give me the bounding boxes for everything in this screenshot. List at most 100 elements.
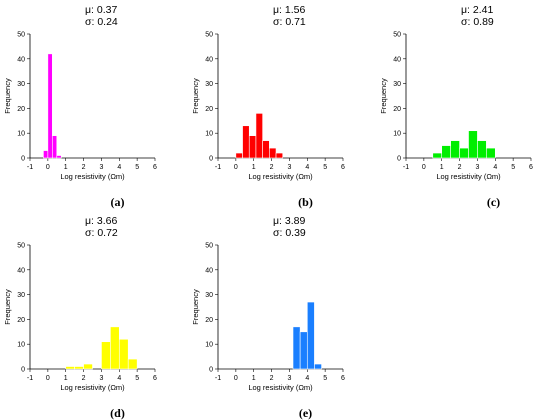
histogram-bar [83, 363, 93, 370]
histogram-bar [432, 152, 443, 159]
y-tick-label: 30 [393, 81, 401, 88]
y-tick-label: 40 [17, 267, 25, 274]
histogram-bar [118, 338, 129, 370]
x-tick-label: -1 [27, 164, 33, 171]
std-label: σ: 0.72 [85, 227, 118, 239]
x-tick-label: 0 [46, 164, 50, 171]
y-axis-label: Frequency [191, 289, 200, 325]
y-tick-label: 20 [205, 317, 213, 324]
x-tick-label: 4 [305, 164, 309, 171]
std-label: σ: 0.39 [273, 227, 306, 239]
y-tick-label: 0 [21, 156, 25, 163]
x-tick-label: 0 [422, 164, 426, 171]
y-axis-label: Frequency [3, 289, 12, 325]
x-tick-label: 3 [287, 164, 291, 171]
panel-label: (a) [111, 195, 125, 209]
mean-label: μ: 1.56 [273, 4, 305, 16]
y-tick-label: 30 [17, 292, 25, 299]
y-tick-label: 20 [17, 317, 25, 324]
histogram-bar [56, 155, 62, 159]
x-tick-label: 4 [117, 375, 121, 382]
x-tick-label: 5 [135, 164, 139, 171]
y-tick-label: 0 [21, 367, 25, 374]
y-tick-label: 30 [205, 292, 213, 299]
x-tick-label: 4 [493, 164, 497, 171]
histogram-bar [248, 135, 257, 159]
x-tick-label: 1 [252, 375, 256, 382]
x-tick-label: 3 [99, 375, 103, 382]
y-tick-label: 10 [17, 131, 25, 138]
x-tick-label: 1 [64, 164, 68, 171]
y-tick-label: 40 [205, 56, 213, 63]
y-tick-label: 10 [205, 342, 213, 349]
x-tick-label: 6 [341, 164, 345, 171]
x-tick-label: 2 [82, 164, 86, 171]
y-tick-label: 40 [205, 267, 213, 274]
std-label: σ: 0.24 [85, 16, 118, 28]
histogram-bar [486, 147, 496, 159]
y-axis-label: Frequency [191, 78, 200, 114]
x-tick-label: -1 [27, 375, 33, 382]
x-tick-label: 2 [270, 164, 274, 171]
x-tick-label: 2 [82, 375, 86, 382]
x-tick-label: 0 [234, 375, 238, 382]
x-tick-label: -1 [215, 375, 221, 382]
panel-label: (c) [487, 195, 500, 209]
y-tick-label: 10 [17, 342, 25, 349]
y-tick-label: 0 [209, 156, 213, 163]
x-tick-label: 0 [234, 164, 238, 171]
x-tick-label: 6 [153, 375, 157, 382]
y-tick-label: 50 [17, 32, 25, 39]
x-tick-label: 5 [323, 375, 327, 382]
y-tick-label: 30 [17, 81, 25, 88]
y-tick-label: 10 [393, 131, 401, 138]
histogram-bar [74, 366, 84, 370]
histogram-bar [262, 140, 270, 159]
x-tick-label: 5 [135, 375, 139, 382]
x-tick-label: 6 [341, 375, 345, 382]
y-tick-label: 50 [205, 243, 213, 250]
x-tick-label: 5 [323, 164, 327, 171]
x-tick-label: 2 [270, 375, 274, 382]
y-tick-label: 10 [205, 131, 213, 138]
y-tick-label: 50 [393, 32, 401, 39]
x-tick-label: 4 [305, 375, 309, 382]
histogram-bar [299, 331, 308, 370]
histogram-bar [306, 301, 315, 370]
histogram-bar [101, 341, 111, 370]
histogram-bar [292, 326, 301, 370]
x-tick-label: 1 [440, 164, 444, 171]
y-tick-label: 20 [393, 106, 401, 113]
x-axis-label: Log resistivity (Ωm) [248, 172, 313, 181]
panel-label: (e) [299, 406, 312, 420]
y-tick-label: 20 [17, 106, 25, 113]
histogram-bar [52, 135, 58, 159]
histogram-bar [269, 147, 277, 159]
x-tick-label: 0 [46, 375, 50, 382]
histogram-bar [459, 147, 469, 159]
histogram-bar [110, 326, 120, 370]
histogram-bar [242, 125, 250, 159]
x-tick-label: 1 [64, 375, 68, 382]
std-label: σ: 0.71 [273, 16, 306, 28]
histogram-bar [314, 363, 322, 370]
x-tick-label: -1 [215, 164, 221, 171]
histogram-bar [441, 145, 451, 159]
x-tick-label: 6 [153, 164, 157, 171]
y-axis-label: Frequency [379, 78, 388, 114]
histogram-bar [47, 53, 53, 159]
x-axis-label: Log resistivity (Ωm) [60, 383, 125, 392]
panel-label: (d) [110, 406, 125, 420]
x-tick-label: -1 [403, 164, 409, 171]
mean-label: μ: 2.41 [461, 4, 493, 16]
histogram-bar [127, 358, 138, 370]
histogram-bar [477, 140, 487, 159]
x-tick-label: 2 [458, 164, 462, 171]
histogram-bar [65, 366, 75, 370]
x-tick-label: 3 [287, 375, 291, 382]
x-tick-label: 3 [99, 164, 103, 171]
